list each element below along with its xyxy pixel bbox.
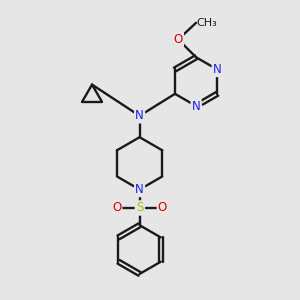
Text: S: S — [136, 202, 143, 214]
Text: O: O — [174, 33, 183, 46]
Text: CH₃: CH₃ — [196, 18, 217, 28]
Text: N: N — [192, 100, 200, 112]
Text: O: O — [158, 202, 167, 214]
Text: N: N — [213, 63, 222, 76]
Text: O: O — [112, 202, 121, 214]
Text: N: N — [135, 109, 144, 122]
Text: N: N — [135, 183, 144, 196]
